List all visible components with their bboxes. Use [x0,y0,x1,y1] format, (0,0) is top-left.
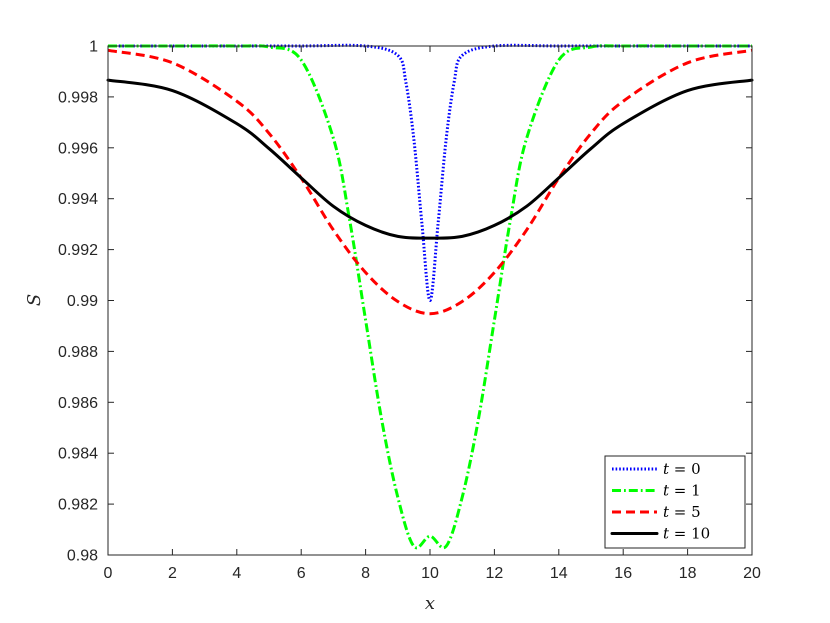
y-tick-label: 0.982 [58,497,98,514]
y-axis-label: S [24,294,45,306]
y-tick-label: 0.986 [58,395,98,412]
y-tick-label: 0.99 [67,293,98,310]
x-tick-label: 14 [550,565,568,582]
x-tick-label: 2 [168,565,177,582]
x-tick-label: 12 [486,565,504,582]
x-tick-label: 16 [614,565,632,582]
y-axis-ticks: 0.98 0.982 0.984 0.986 0.988 0.99 0.992 0.994 0.… [58,39,752,565]
legend-label-2: t = 1 [663,482,701,500]
y-tick-label: 0.992 [58,242,98,259]
y-tick-label: 0.98 [67,548,98,565]
series-line-3 [107,48,753,316]
series-line-2 [108,44,752,550]
x-tick-label: 8 [361,565,370,582]
x-tick-label: 6 [297,565,306,582]
x-tick-label: 0 [104,565,113,582]
series-line-4 [106,78,754,240]
legend-label-4: t = 10 [663,525,710,543]
x-tick-label: 20 [743,565,761,582]
x-tick-label: 4 [232,565,241,582]
x-tick-label: 18 [679,565,697,582]
y-tick-label: 1 [89,39,98,56]
y-tick-label: 0.994 [58,191,98,208]
y-tick-label: 0.988 [58,344,98,361]
y-tick-label: 0.996 [58,140,98,157]
y-tick-label: 0.998 [58,89,98,106]
x-tick-label: 10 [421,565,439,582]
y-tick-label: 0.984 [58,446,98,463]
x-axis-ticks: 0 2 4 6 8 10 12 14 16 18 20 [104,46,761,582]
x-axis-label: x [425,593,435,614]
legend-label-3: t = 5 [663,503,701,521]
legend-label-1: t = 0 [663,460,701,478]
legend: t = 0 t = 1 t = 5 t = 10 [604,455,746,549]
